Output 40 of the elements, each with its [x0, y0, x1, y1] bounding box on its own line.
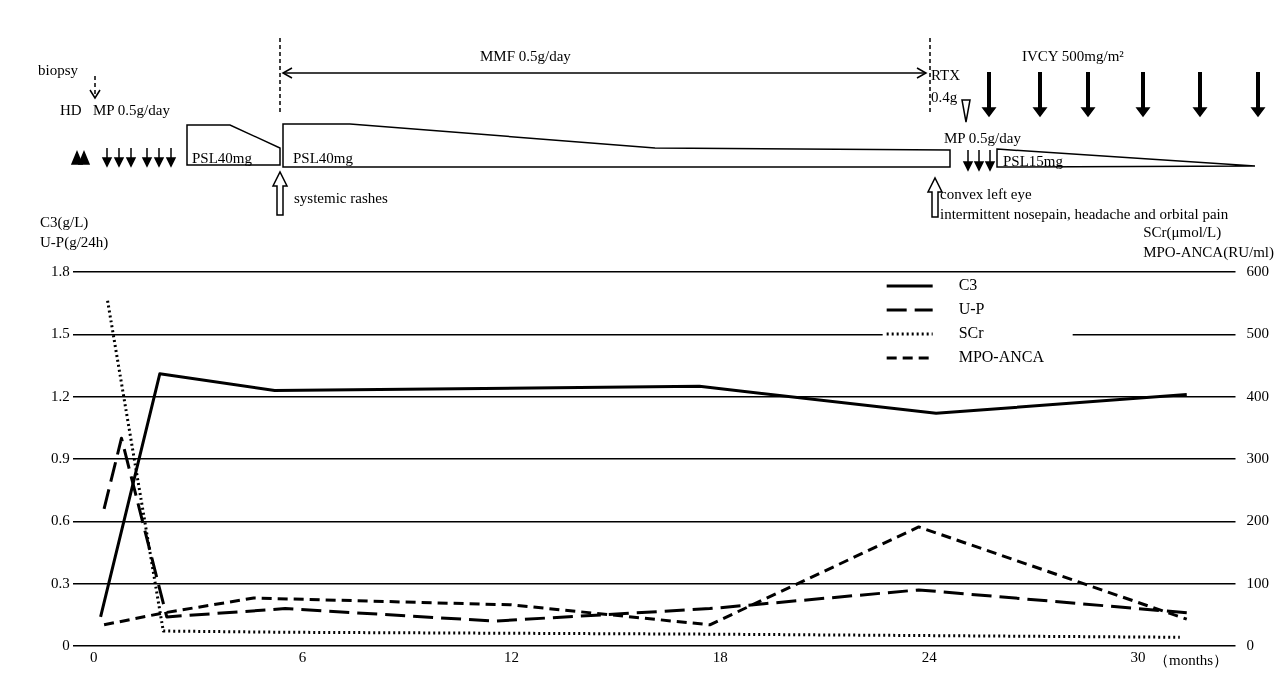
y-tick-label: 1.2 — [51, 387, 70, 404]
x-tick-label: 6 — [298, 648, 307, 665]
x-tick-label: 0 — [89, 648, 98, 665]
y-tick-label: 0.3 — [51, 574, 70, 591]
y2-tick-label: 600 — [1246, 262, 1269, 279]
x-tick-label: 24 — [921, 648, 938, 665]
text: IVCY 500mg/m² — [1022, 47, 1124, 66]
y2-tick-label: 0 — [1246, 636, 1254, 653]
text: PSL40mg — [293, 149, 354, 168]
x-tick-label: 30 — [1130, 648, 1146, 665]
legend-label: C3 — [958, 276, 978, 294]
text: biopsy — [38, 61, 79, 80]
y-axis-title: C3(g/L) U-P(g/24h) — [40, 213, 109, 252]
legend-label: SCr — [958, 324, 985, 342]
legend-label: MPO-ANCA — [958, 348, 1045, 366]
legend-label: U-P — [958, 300, 985, 318]
text: convex left eye — [940, 185, 1032, 204]
x-tick-label: 12 — [503, 648, 519, 665]
y-tick-label: 1.5 — [51, 325, 70, 342]
text: MMF 0.5g/day — [480, 47, 571, 66]
text: MP 0.5g/day — [944, 129, 1021, 148]
y-tick-label: 0 — [62, 636, 70, 653]
text: RTX 0.4g — [931, 66, 961, 107]
y2-tick-label: 300 — [1246, 449, 1269, 466]
text: PSL15mg — [1003, 152, 1064, 171]
y-tick-label: 0.6 — [51, 512, 71, 529]
x-axis-title: （months） — [1154, 652, 1229, 669]
y2-tick-label: 500 — [1246, 325, 1269, 342]
y-tick-label: 1.8 — [51, 262, 70, 279]
text: systemic rashes — [294, 189, 388, 208]
y2-tick-label: 100 — [1246, 574, 1269, 591]
y2-axis-title: SCr(μmol/L) MPO-ANCA(RU/ml) — [1143, 223, 1274, 262]
text: intermittent nosepain, headache and orbital pain — [940, 205, 1229, 224]
text: PSL40mg — [192, 149, 253, 168]
y-tick-label: 0.9 — [51, 449, 70, 466]
text: HD — [60, 101, 82, 120]
text: MP 0.5g/day — [93, 101, 170, 120]
y2-tick-label: 200 — [1246, 512, 1269, 529]
x-tick-label: 18 — [712, 648, 728, 665]
y2-tick-label: 400 — [1246, 387, 1269, 404]
